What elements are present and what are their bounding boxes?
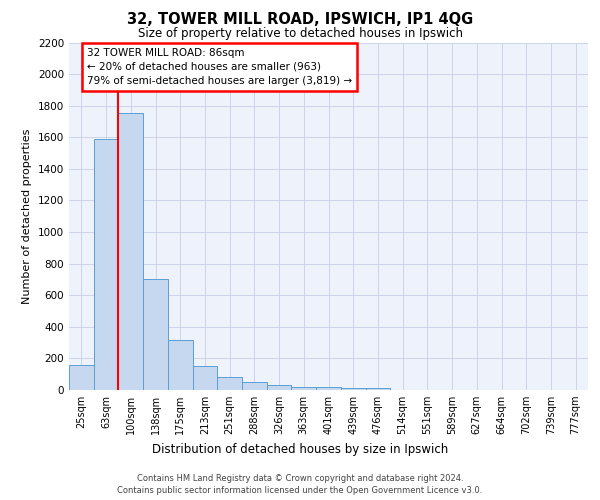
Bar (168, 340, 193, 390)
Bar (267, 386, 292, 390)
Bar (69, 364, 94, 390)
Text: 32 TOWER MILL ROAD: 86sqm
← 20% of detached houses are smaller (963)
79% of semi: 32 TOWER MILL ROAD: 86sqm ← 20% of detac… (87, 48, 352, 86)
Text: Contains public sector information licensed under the Open Government Licence v3: Contains public sector information licen… (118, 486, 482, 495)
Text: Distribution of detached houses by size in Ipswich: Distribution of detached houses by size … (152, 442, 448, 456)
Bar (193, 366, 217, 390)
Bar (341, 388, 365, 390)
Bar (242, 382, 267, 390)
Bar (316, 387, 341, 390)
Bar (365, 388, 390, 390)
Bar (217, 378, 242, 390)
Text: Contains HM Land Registry data © Crown copyright and database right 2024.: Contains HM Land Registry data © Crown c… (137, 474, 463, 483)
Text: Size of property relative to detached houses in Ipswich: Size of property relative to detached ho… (137, 28, 463, 40)
Text: 32, TOWER MILL ROAD, IPSWICH, IP1 4QG: 32, TOWER MILL ROAD, IPSWICH, IP1 4QG (127, 12, 473, 28)
Bar (118, 113, 143, 390)
Bar (143, 280, 168, 390)
Y-axis label: Number of detached properties: Number of detached properties (22, 128, 32, 304)
Bar (292, 387, 316, 390)
Bar (94, 139, 118, 390)
